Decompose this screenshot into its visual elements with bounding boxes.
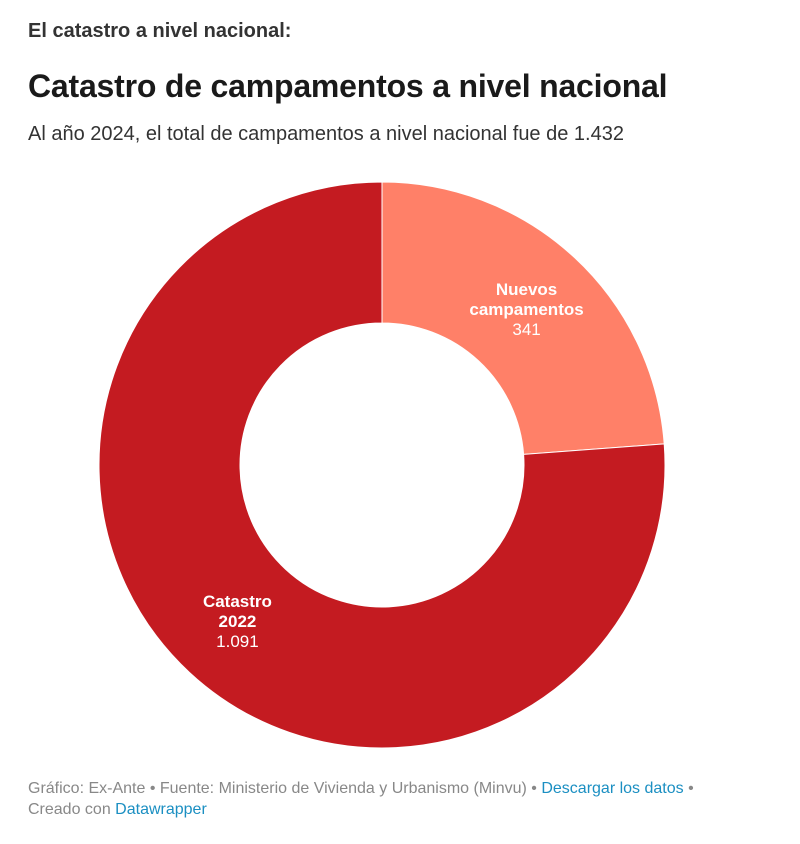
- datawrapper-link[interactable]: Datawrapper: [115, 801, 207, 818]
- created-with-text: Creado con: [28, 801, 111, 818]
- chart-title: Catastro de campamentos a nivel nacional: [28, 68, 668, 104]
- chart-subtitle: Al año 2024, el total de campamentos a n…: [28, 123, 624, 145]
- footer-separator: •: [688, 780, 694, 797]
- slice-label-name: Catastro: [203, 592, 272, 611]
- slice-label-name: campamentos: [469, 300, 583, 319]
- donut-slice: [98, 181, 666, 749]
- section-heading: El catastro a nivel nacional:: [28, 20, 292, 42]
- slice-label-value: 1.091: [216, 632, 259, 651]
- chart-footer: Gráfico: Ex-Ante • Fuente: Ministerio de…: [28, 778, 768, 820]
- download-data-link[interactable]: Descargar los datos: [541, 780, 684, 797]
- source-text: Gráfico: Ex-Ante • Fuente: Ministerio de…: [28, 780, 537, 797]
- slice-label-name: 2022: [219, 612, 257, 631]
- donut-slice: [381, 181, 665, 455]
- slice-label-value: 341: [512, 320, 540, 339]
- slice-label-name: Nuevos: [496, 280, 557, 299]
